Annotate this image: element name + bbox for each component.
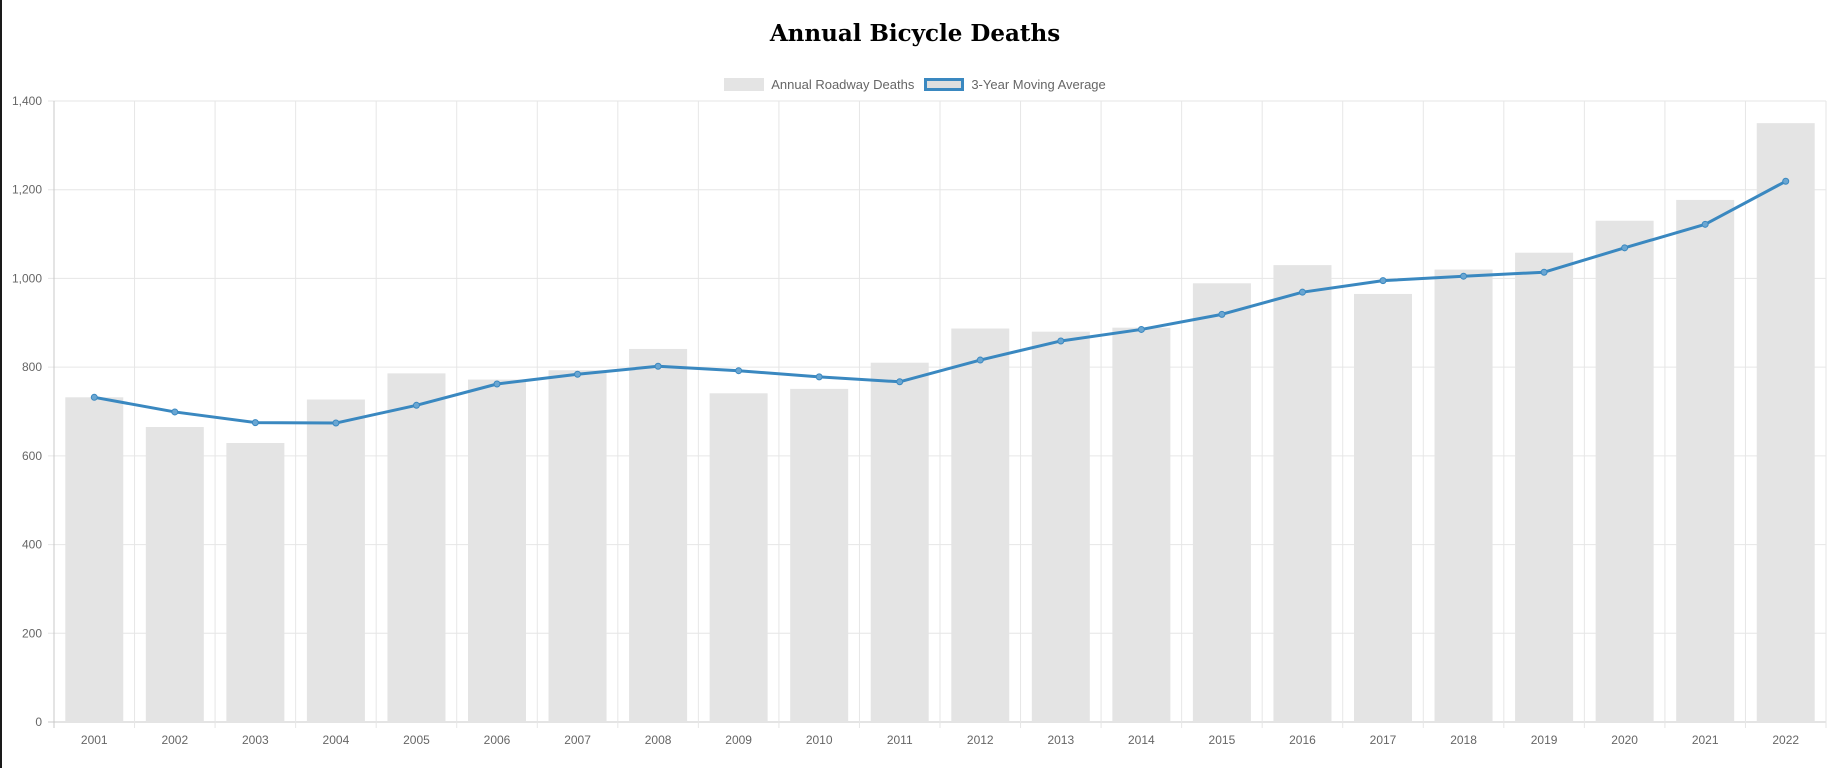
y-tick-label: 1,400	[12, 94, 42, 108]
moving-average-point-2011	[896, 378, 904, 386]
x-tick-label: 2017	[1370, 733, 1397, 747]
x-tick-label: 2005	[403, 733, 430, 747]
bar-series	[65, 123, 1815, 723]
x-tick-label: 2014	[1128, 733, 1155, 747]
x-tick-label: 2003	[242, 733, 269, 747]
legend-item-moving-average[interactable]: 3-Year Moving Average	[924, 77, 1106, 92]
x-tick-label: 2012	[967, 733, 994, 747]
moving-average-point-2008	[654, 362, 662, 370]
y-tick-label: 0	[35, 715, 42, 729]
moving-average-point-2017	[1379, 277, 1387, 285]
y-tick-label: 1,200	[12, 183, 42, 197]
x-tick-label: 2006	[484, 733, 511, 747]
y-tick-label: 600	[22, 449, 42, 463]
bar-2004	[306, 399, 365, 722]
moving-average-point-2005	[412, 401, 420, 409]
legend-label-annual-deaths: Annual Roadway Deaths	[771, 77, 915, 92]
moving-average-point-2020	[1621, 244, 1629, 252]
y-tick-label: 1,000	[12, 271, 42, 285]
moving-average-point-2002	[171, 408, 179, 416]
bar-2017	[1354, 293, 1412, 722]
bar-2015	[1192, 283, 1251, 722]
bar-2016	[1273, 265, 1332, 722]
legend-swatch-line	[924, 78, 965, 91]
moving-average-point-2015	[1218, 310, 1226, 318]
moving-average-point-2009	[735, 367, 743, 375]
bar-2002	[145, 427, 204, 722]
x-tick-label: 2002	[161, 733, 188, 747]
x-tick-label: 2004	[323, 733, 350, 747]
moving-average-point-2019	[1540, 268, 1548, 276]
bar-2010	[790, 388, 849, 722]
bar-2007	[548, 370, 607, 722]
moving-average-point-2012	[976, 356, 984, 364]
moving-average-point-2003	[251, 419, 259, 427]
bar-2022	[1756, 123, 1815, 722]
x-tick-label: 2019	[1531, 733, 1558, 747]
moving-average-point-2010	[815, 373, 823, 381]
bar-2001	[65, 397, 124, 722]
moving-average-point-2006	[493, 380, 501, 388]
bar-2019	[1515, 252, 1574, 723]
x-tick-label: 2001	[81, 733, 108, 747]
x-tick-label: 2009	[725, 733, 752, 747]
line-series	[90, 177, 1790, 427]
moving-average-point-2013	[1057, 337, 1065, 345]
window-left-edge	[0, 0, 2, 768]
x-tick-label: 2010	[806, 733, 833, 747]
moving-average-point-2014	[1137, 325, 1145, 333]
bar-2014	[1112, 327, 1171, 722]
x-axis: 2001 2002 2003 2004 2005 2006 2007 2008 2009 2010…	[81, 733, 1799, 747]
bar-2009	[709, 393, 768, 722]
x-tick-label: 2018	[1450, 733, 1477, 747]
moving-average-point-2018	[1460, 272, 1468, 280]
moving-average-line	[94, 179, 1787, 425]
y-tick-label: 800	[22, 360, 42, 374]
moving-average-point-2022	[1782, 177, 1790, 185]
x-tick-label: 2013	[1047, 733, 1074, 747]
moving-average-point-2021	[1701, 220, 1709, 228]
bar-2020	[1595, 220, 1654, 722]
x-tick-label: 2015	[1209, 733, 1236, 747]
moving-average-point-2004	[332, 419, 340, 427]
bar-2003	[226, 442, 285, 722]
bar-2011	[870, 362, 929, 722]
x-tick-label: 2020	[1611, 733, 1638, 747]
bar-2018	[1434, 269, 1493, 722]
bar-2013	[1031, 331, 1090, 722]
legend-label-moving-average: 3-Year Moving Average	[971, 77, 1106, 92]
y-axis: 0 200 400 600 800 1,000 1,200 1,400	[12, 94, 42, 729]
bar-2005	[387, 373, 446, 722]
bar-2012	[951, 328, 1010, 722]
bar-2006	[468, 379, 526, 722]
x-tick-label: 2022	[1772, 733, 1799, 747]
moving-average-point-2007	[574, 370, 582, 378]
moving-average-point-2001	[90, 393, 98, 401]
x-tick-label: 2007	[564, 733, 591, 747]
chart-legend: Annual Roadway Deaths 3-Year Moving Aver…	[0, 77, 1830, 92]
x-tick-label: 2011	[887, 733, 913, 747]
x-tick-label: 2016	[1289, 733, 1316, 747]
y-tick-label: 200	[22, 626, 42, 640]
bar-2008	[629, 348, 688, 722]
moving-average-point-2016	[1298, 288, 1306, 296]
x-tick-label: 2008	[645, 733, 672, 747]
y-tick-label: 400	[22, 538, 42, 552]
chart-title: Annual Bicycle Deaths	[769, 20, 1061, 47]
bar-2021	[1676, 199, 1735, 722]
legend-item-annual-deaths[interactable]: Annual Roadway Deaths	[724, 77, 914, 92]
legend-swatch-bar	[724, 78, 765, 91]
x-tick-label: 2021	[1692, 733, 1719, 747]
